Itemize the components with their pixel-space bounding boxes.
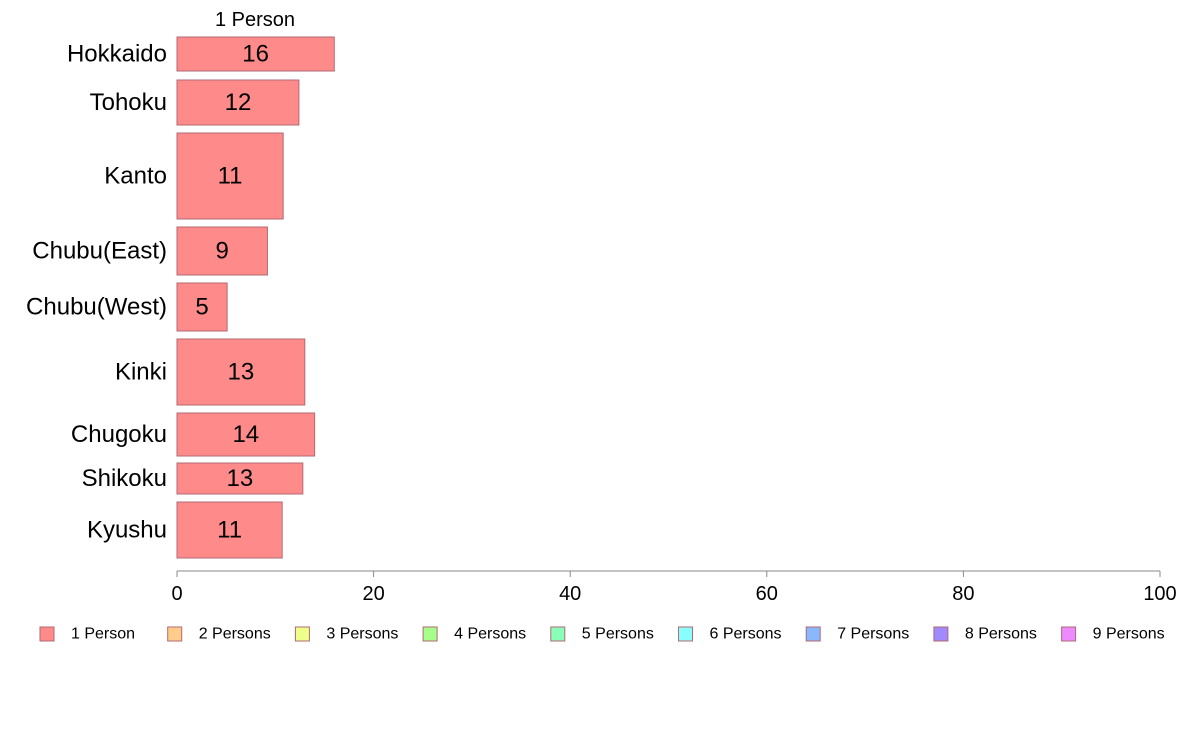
x-tick-label: 20 [362,583,384,605]
column-header: 1 Person [215,9,295,31]
bar [176,501,283,559]
legend-swatch [550,626,566,642]
legend-label: 9 Persons [1093,626,1165,643]
bar-value-label: 13 [227,465,254,492]
x-axis: 0 20 40 60 80 100 [171,570,1177,605]
legend-label: 6 Persons [710,626,782,643]
category-label: Hokkaido [67,41,167,68]
bar-value-label: 16 [242,41,269,68]
bar [176,132,284,220]
category-label: Kinki [115,359,167,386]
bar-value-label: 9 [216,238,229,265]
category-labels: Hokkaido Tohoku Kanto Chubu(East) Chubu(West… [26,41,167,544]
category-label: Chugoku [71,421,167,448]
legend-swatch [294,626,310,642]
bar-value-label: 14 [232,421,259,448]
bar [176,36,335,72]
x-tick-label: 100 [1143,583,1176,605]
category-label: Kanto [104,163,167,190]
bar [176,338,306,406]
bar [176,282,228,332]
legend-swatch [167,626,183,642]
legend-label: 1 Person [71,626,135,643]
bar [176,412,316,457]
legend-label: 8 Persons [965,626,1037,643]
category-label: Chubu(West) [26,294,167,321]
legend-label: 4 Persons [454,626,526,643]
category-label: Chubu(East) [32,238,167,265]
bar-value-label: 11 [217,517,242,544]
legend-swatch [422,626,438,642]
bar-value-label: 11 [218,163,243,190]
legend-swatch [933,626,949,642]
legend-label: 2 Persons [199,626,271,643]
legend-label: 5 Persons [582,626,654,643]
bar-value-label: 13 [228,359,255,386]
legend-label: 3 Persons [326,626,398,643]
category-label: Shikoku [82,465,167,492]
x-tick-label: 40 [559,583,581,605]
bar-value-label: 12 [225,89,252,116]
x-tick-label: 0 [171,583,182,605]
legend-label: 7 Persons [837,626,909,643]
category-label: Tohoku [90,89,167,116]
legend: 1 Person 2 Persons 3 Persons 4 Persons 5 Per… [39,626,1165,643]
legend-swatch [678,626,693,642]
bar-value-label: 5 [195,294,208,321]
legend-swatch [1061,626,1077,642]
legend-swatch [805,626,821,642]
category-label: Kyushu [87,517,167,544]
bar [176,462,304,495]
x-tick-label: 80 [952,583,974,605]
bars-group: 16 12 11 9 5 13 14 13 11 [176,36,335,559]
legend-swatch [39,626,55,642]
bar [176,79,300,126]
x-tick-label: 60 [756,583,778,605]
bar [176,226,268,276]
